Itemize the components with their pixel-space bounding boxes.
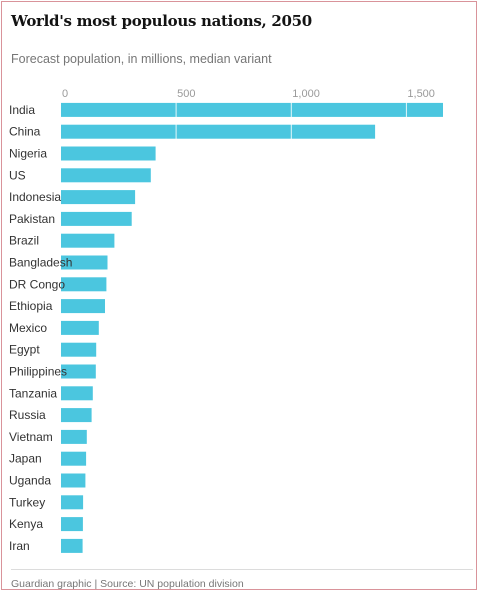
bar-us xyxy=(61,168,151,183)
bar-philippines xyxy=(61,364,96,379)
bar-nigeria xyxy=(61,146,156,161)
bar-tanzania xyxy=(61,386,93,401)
bar-dr-congo xyxy=(61,277,107,292)
category-label-egypt: Egypt xyxy=(9,343,40,357)
bar-ethiopia xyxy=(61,299,105,314)
category-label-kenya: Kenya xyxy=(9,517,43,531)
category-label-turkey: Turkey xyxy=(9,495,45,509)
bar-russia xyxy=(61,408,92,423)
category-label-russia: Russia xyxy=(9,408,46,422)
bar-iran xyxy=(61,538,83,553)
category-label-vietnam: Vietnam xyxy=(9,430,53,444)
bar-turkey xyxy=(61,495,84,510)
bar-egypt xyxy=(61,342,97,357)
category-label-ethiopia: Ethiopia xyxy=(9,299,53,313)
footer-divider xyxy=(11,569,473,570)
category-label-pakistan: Pakistan xyxy=(9,212,55,226)
chart-subtitle: Forecast population, in millions, median… xyxy=(11,52,272,66)
bar-india xyxy=(61,102,443,117)
bar-mexico xyxy=(61,320,99,335)
category-label-mexico: Mexico xyxy=(9,321,47,335)
bar-brazil xyxy=(61,233,115,248)
gridlines xyxy=(175,97,407,557)
bar-kenya xyxy=(61,517,83,532)
bar-vietnam xyxy=(61,429,87,444)
category-label-indonesia: Indonesia xyxy=(9,190,61,204)
bar-indonesia xyxy=(61,190,136,205)
chart-frame: World's most populous nations, 2050 Fore… xyxy=(1,1,477,590)
category-label-iran: Iran xyxy=(9,539,30,553)
category-labels: India China Nigeria US Indonesia Pakistan Braz… xyxy=(9,103,72,553)
category-label-dr-congo: DR Congo xyxy=(9,277,65,291)
x-tick-label-1000: 1,000 xyxy=(292,88,320,100)
category-label-india: India xyxy=(9,103,35,117)
bar-uganda xyxy=(61,473,86,488)
chart-source: Guardian graphic | Source: UN population… xyxy=(11,578,244,590)
category-label-nigeria: Nigeria xyxy=(9,147,47,161)
bar-china xyxy=(61,124,376,139)
category-label-us: US xyxy=(9,168,26,182)
category-label-brazil: Brazil xyxy=(9,234,39,248)
category-label-bangladesh: Bangladesh xyxy=(9,256,72,270)
bar-japan xyxy=(61,451,87,466)
category-label-china: China xyxy=(9,125,41,139)
category-label-japan: Japan xyxy=(9,452,42,466)
bars xyxy=(61,102,443,553)
x-tick-label-0: 0 xyxy=(62,88,68,100)
x-tick-label-500: 500 xyxy=(177,88,195,100)
bar-bangladesh xyxy=(61,255,108,270)
chart-title: World's most populous nations, 2050 xyxy=(11,12,312,30)
category-label-tanzania: Tanzania xyxy=(9,386,57,400)
x-tick-labels: 0 500 1,000 1,500 xyxy=(62,88,435,100)
category-label-uganda: Uganda xyxy=(9,474,51,488)
category-label-philippines: Philippines xyxy=(9,365,67,379)
bar-pakistan xyxy=(61,211,132,226)
x-tick-label-1500: 1,500 xyxy=(407,88,435,100)
